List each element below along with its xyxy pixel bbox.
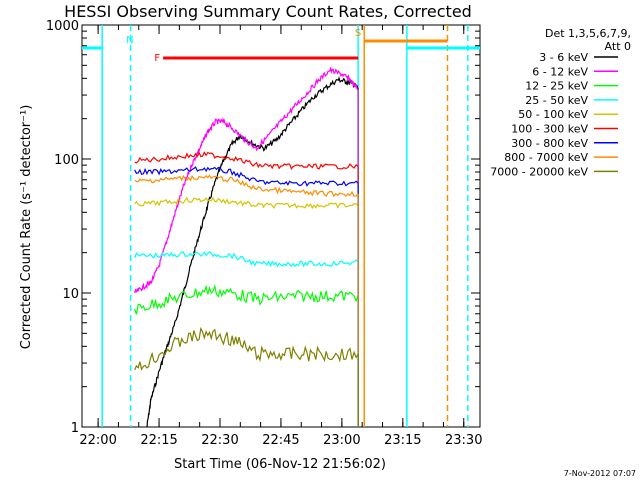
legend-title: Det 1,3,5,6,7,9,	[545, 27, 631, 40]
legend-label: 7000 - 20000 keV	[490, 165, 588, 178]
series-line	[134, 151, 359, 171]
x-tick-label: 23:30	[445, 433, 482, 448]
legend-label: 6 - 12 keV	[532, 65, 588, 78]
x-tick-label: 23:15	[384, 433, 421, 448]
series-line	[134, 283, 359, 315]
legend-title: Att 0	[605, 40, 631, 53]
flag-label: F	[154, 53, 160, 64]
y-tick-label: 1	[71, 421, 79, 436]
y-tick-label: 10	[62, 287, 79, 302]
x-tick-label: 22:15	[140, 433, 177, 448]
x-tick-label: 22:30	[201, 433, 238, 448]
plot-frame	[81, 24, 481, 428]
y-tick-label: 100	[54, 153, 79, 168]
x-tick-label: 23:00	[323, 433, 360, 448]
flag-label: S	[355, 28, 361, 39]
x-tick-label: 22:00	[79, 433, 116, 448]
footer-date: 7-Nov-2012 07:07	[564, 469, 636, 478]
legend-label: 3 - 6 keV	[539, 51, 588, 64]
legend-label: 50 - 100 keV	[518, 108, 588, 121]
series-line	[134, 166, 359, 187]
x-tick-label: 22:45	[262, 433, 299, 448]
series-line	[134, 196, 359, 210]
legend-label: 300 - 800 keV	[511, 137, 588, 150]
legend-label: 25 - 50 keV	[525, 94, 588, 107]
plot-area: 1 10 100 1000 22:00 22:15 22:30 22:45 23:00 23:15…	[46, 19, 483, 448]
legend-label: 800 - 7000 keV	[504, 151, 588, 164]
y-tick-label: 1000	[46, 19, 79, 34]
series-line	[134, 251, 359, 268]
series-line	[146, 76, 359, 428]
y-axis-label: Corrected Count Rate (s⁻¹ detector⁻¹)	[19, 105, 34, 350]
flag-label: N	[126, 35, 133, 46]
legend-label: 12 - 25 keV	[525, 80, 588, 93]
series-line	[134, 326, 359, 371]
series-line	[134, 66, 359, 294]
series-line	[134, 174, 359, 198]
chart-title: HESSI Observing Summary Count Rates, Cor…	[64, 2, 472, 21]
legend-label: 100 - 300 keV	[511, 123, 588, 136]
x-axis-label: Start Time (06-Nov-12 21:56:02)	[174, 457, 386, 472]
